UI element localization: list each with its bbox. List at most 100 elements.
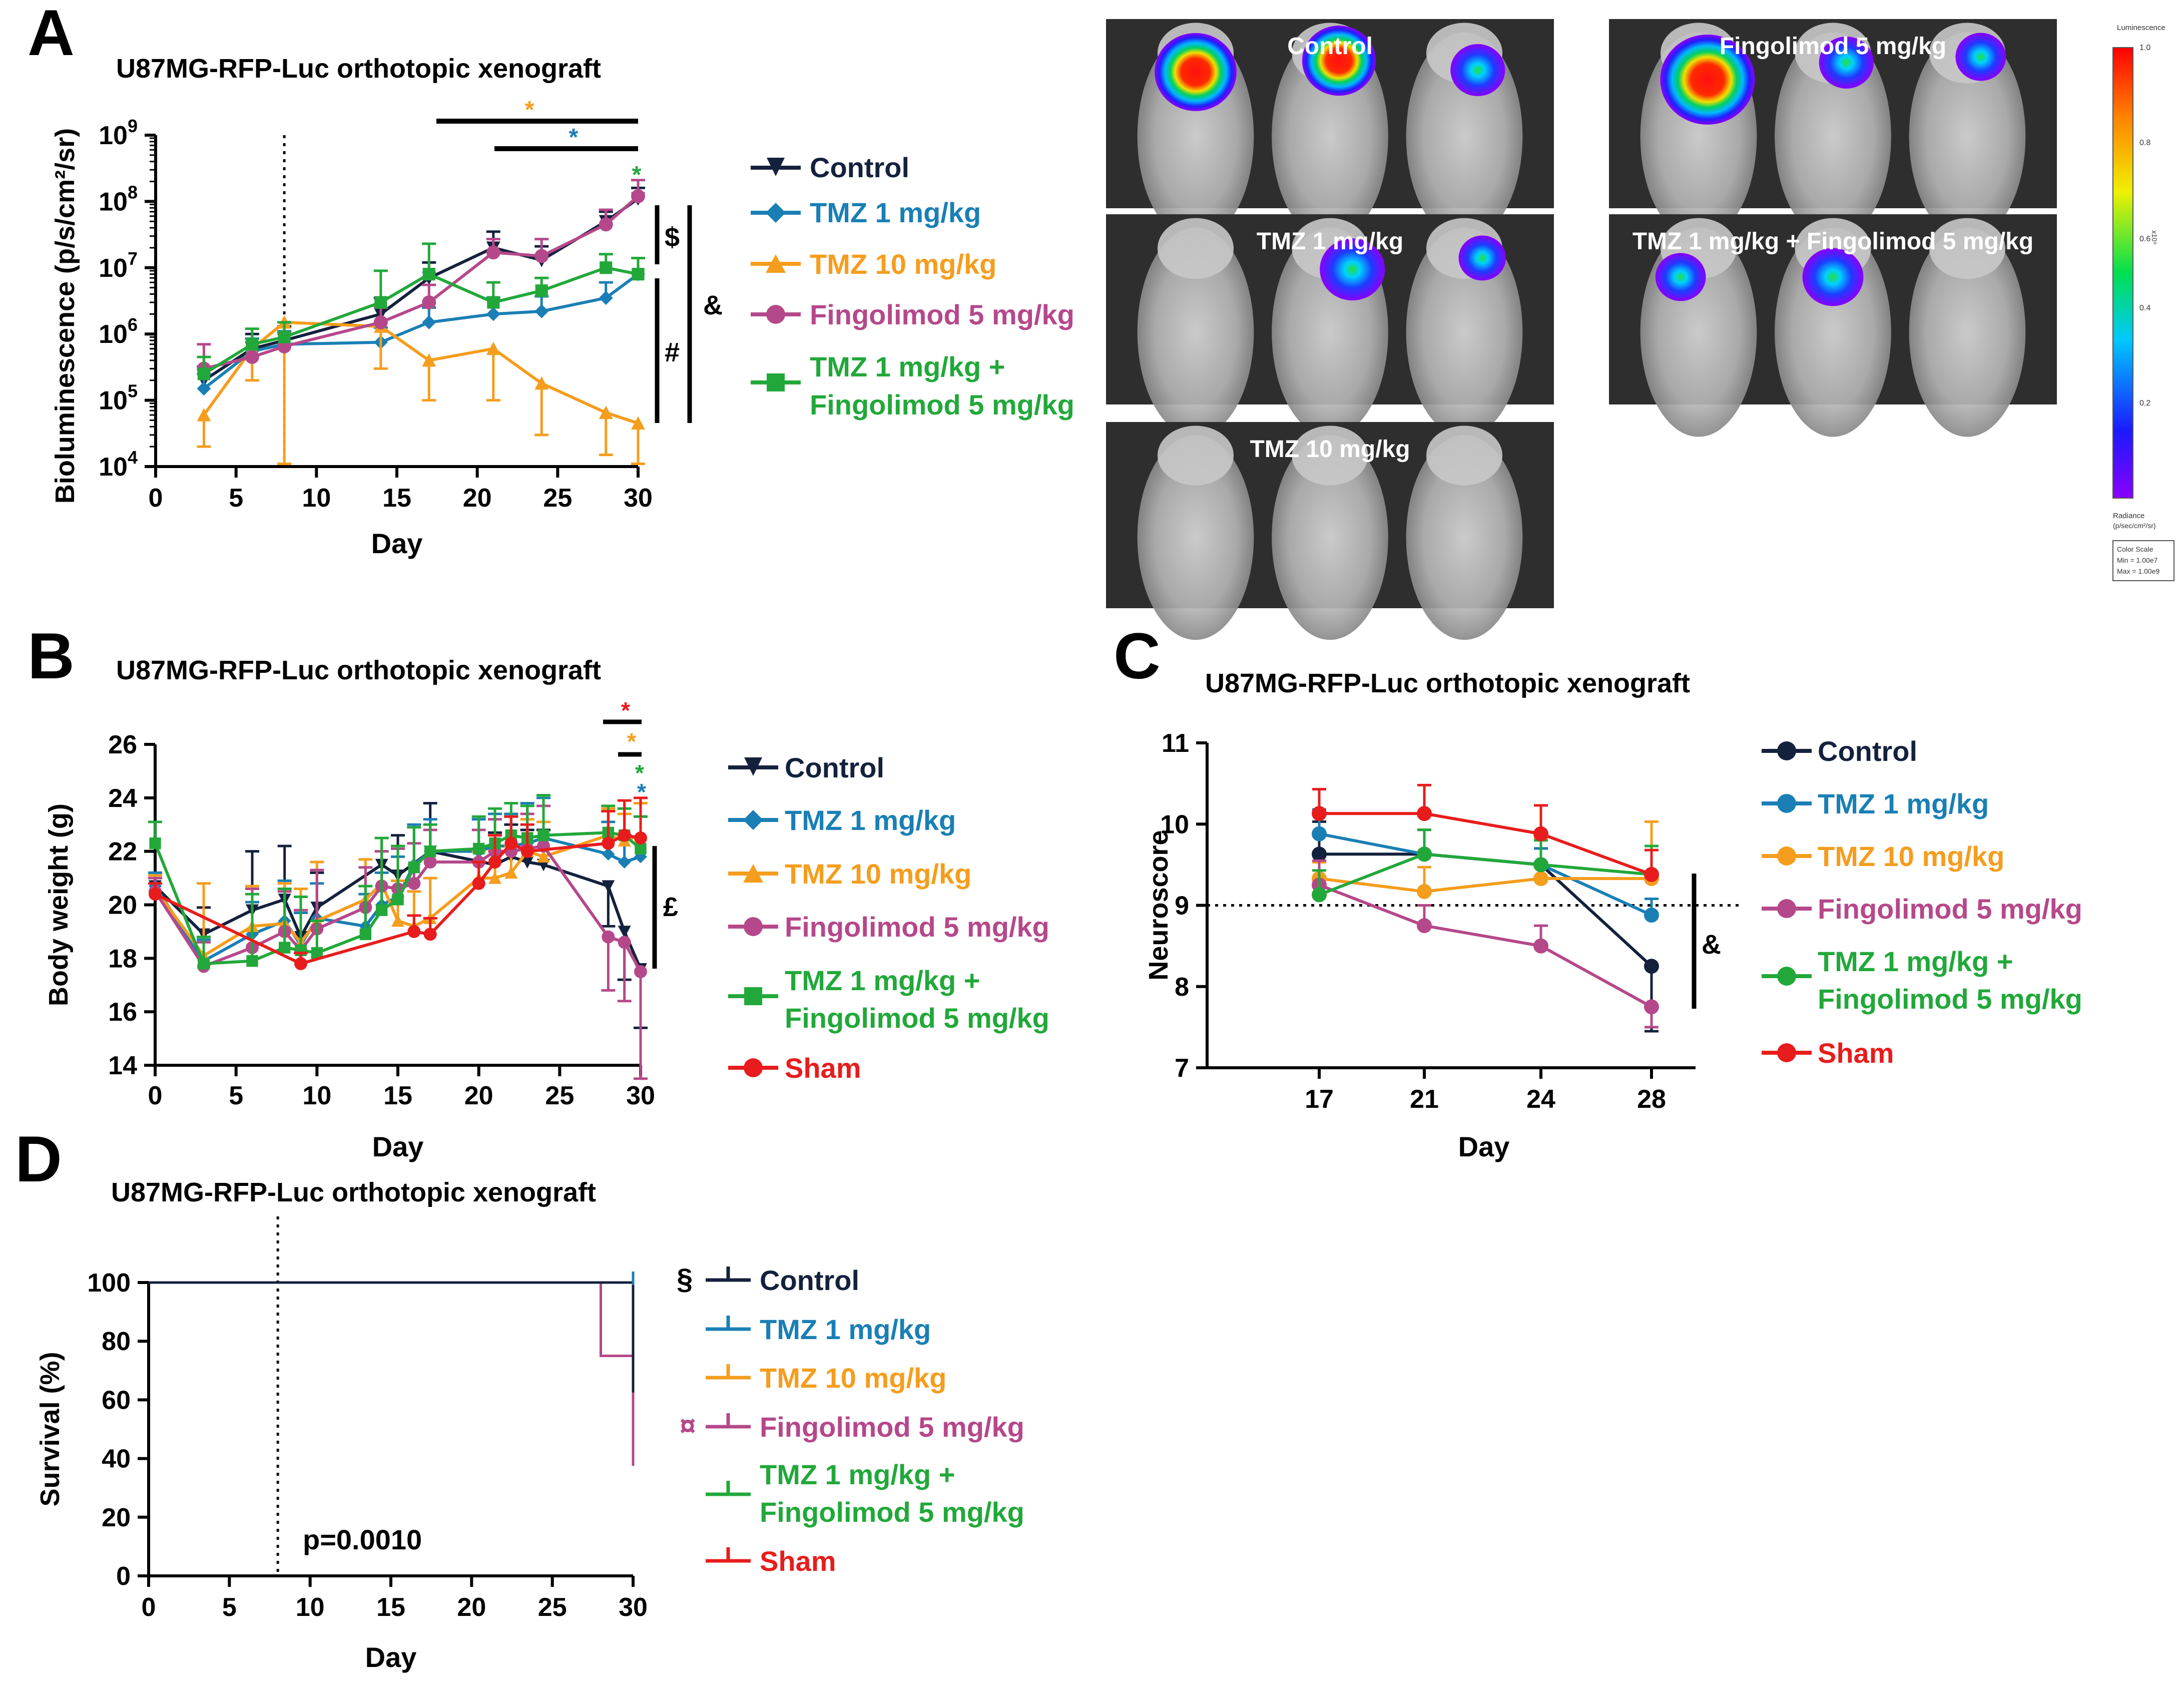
c-ytick-label-11: 11 xyxy=(1162,729,1189,758)
imaging-tile-1: Fingolimod 5 mg/kg xyxy=(1609,19,2057,241)
scale-tick-2: 0.8 xyxy=(2139,139,2150,147)
legend-d-tmz1: TMZ 1 mg/kg xyxy=(706,1314,931,1345)
legend-b-tmz1-label: TMZ 1 mg/kg xyxy=(785,804,956,836)
a-errbar-tmz10 xyxy=(534,383,549,437)
a-point-fingo xyxy=(534,249,549,263)
b-ytick-label-18: 18 xyxy=(108,944,137,973)
d-pvalue: p=0.0010 xyxy=(303,1524,422,1555)
b-ytick-label-26: 26 xyxy=(108,730,137,759)
scale-tick-4: 0.4 xyxy=(2139,304,2150,312)
b-errbar-combo xyxy=(358,885,373,935)
a-point-combo xyxy=(632,268,645,281)
a-point-tmz10 xyxy=(486,341,500,355)
radiance-label: Radiance xyxy=(2113,512,2144,520)
bioluminescence-signal xyxy=(1955,33,2006,81)
a-point-combo xyxy=(197,367,210,380)
scale-tick-5: 0.2 xyxy=(2139,399,2150,407)
legend-a-control: Control xyxy=(751,152,909,183)
c-ytick-label-8: 8 xyxy=(1175,973,1189,1002)
a-point-combo xyxy=(278,330,291,343)
a-line-tmz1 xyxy=(203,273,639,390)
legend-c-combo-label-1: TMZ 1 mg/kg + xyxy=(1818,946,2013,977)
a-point-combo xyxy=(600,261,613,274)
scale-ticks: 1.0 0.8 0.6 0.4 0.2 x10⁹ xyxy=(2139,44,2158,407)
a-ytick-label-8: 108 xyxy=(99,182,138,216)
b-point-combo xyxy=(149,837,161,850)
panel-b: B U87MG-RFP-Luc orthotopic xenograft 141… xyxy=(28,619,1049,1162)
legend-c-combo-label-2: Fingolimod 5 mg/kg xyxy=(1818,983,2082,1015)
b-errbar-combo xyxy=(277,887,292,948)
panel-b-plot: 14 16 18 20 22 24 26 0 5 10 15 20 25 30 Day Body weight… xyxy=(44,697,678,1162)
b-point-sham xyxy=(423,928,437,941)
d-xtick-label-25: 25 xyxy=(538,1593,567,1622)
bioluminescence-signal xyxy=(1660,34,1755,125)
legend-b-control-label: Control xyxy=(785,752,884,783)
c-point-tmz1 xyxy=(1312,826,1327,842)
d-xlabel: Day xyxy=(365,1641,417,1673)
a-point-tmz1 xyxy=(197,381,211,396)
c-point-sham xyxy=(1417,806,1432,821)
a-ytick-label-7: 107 xyxy=(99,248,138,283)
c-point-tmz10 xyxy=(1533,871,1548,886)
d-ytick-label-0: 0 xyxy=(116,1562,131,1591)
b-errbar-combo xyxy=(407,826,421,868)
legend-c-tmz1-label: TMZ 1 mg/kg xyxy=(1818,788,1989,819)
mouse-body xyxy=(1406,227,1523,437)
c-point-control xyxy=(1644,959,1659,974)
a-errbar-tmz10 xyxy=(631,423,645,466)
a-point-fingo xyxy=(631,189,645,203)
b-errbar-combo xyxy=(374,836,389,911)
b-point-combo xyxy=(408,862,420,874)
legend-b-tmz10-label: TMZ 10 mg/kg xyxy=(785,858,971,890)
c-series-combo xyxy=(1312,828,1659,903)
a-errbar-tmz10 xyxy=(422,360,436,402)
c-line-tmz10 xyxy=(1319,877,1652,893)
legend-b-fingo: Fingolimod 5 mg/kg xyxy=(728,911,1049,943)
b-point-fingo xyxy=(634,965,647,979)
d-xtick-label-0: 0 xyxy=(142,1593,156,1622)
b-sig-star-sham: * xyxy=(621,697,630,723)
b-point-sham xyxy=(618,828,631,842)
bioluminescence-signal xyxy=(1819,36,1874,89)
scale-tick-1: 1.0 xyxy=(2139,44,2150,52)
panel-d-legend: § Control TMZ 1 mg/kg TMZ 10 mg/kg ¤ Fin… xyxy=(677,1263,1024,1577)
b-point-sham xyxy=(520,845,534,858)
b-point-fingo xyxy=(618,936,631,949)
a-ytick-exp: 5 xyxy=(128,381,138,401)
b-ytick-label-14: 14 xyxy=(108,1051,137,1080)
legend-b-combo-label-2: Fingolimod 5 mg/kg xyxy=(785,1002,1049,1034)
a-xtick-label-15: 15 xyxy=(382,484,411,513)
a-ytick-base: 10 xyxy=(99,121,128,150)
a-ytick-exp: 8 xyxy=(128,182,138,202)
a-point-fingo xyxy=(422,295,436,310)
a-errbar-tmz10 xyxy=(373,326,388,370)
b-xtick-label-5: 5 xyxy=(229,1081,243,1110)
b-xtick-label-10: 10 xyxy=(302,1081,331,1110)
a-point-fingo xyxy=(599,217,613,232)
panel-a-legend: Control TMZ 1 mg/kg TMZ 10 mg/kg Fingoli… xyxy=(751,152,1074,420)
d-survival-fingo xyxy=(149,1281,635,1466)
c-sig-amp: & xyxy=(1702,930,1721,960)
a-sig-star-tmz1: * xyxy=(569,124,579,151)
c-ytick-label-10: 10 xyxy=(1160,810,1189,839)
legend-a-fingo-label: Fingolimod 5 mg/kg xyxy=(810,299,1074,330)
legend-b-sham: Sham xyxy=(728,1052,861,1084)
c-point-sham xyxy=(1533,826,1548,842)
b-point-tmz10 xyxy=(504,866,518,879)
legend-d-tmz10-label: TMZ 10 mg/kg xyxy=(760,1362,946,1394)
panel-d-plot: 0 20 40 60 80 100 0 5 10 15 20 25 30 Day Survival (%) p… xyxy=(35,1216,648,1673)
imaging-tile-label: TMZ 1 mg/kg + Fingolimod 5 mg/kg xyxy=(1632,228,2033,255)
mouse-body xyxy=(1272,435,1388,640)
b-point-tmz10 xyxy=(391,914,404,927)
d-ylabel: Survival (%) xyxy=(35,1352,65,1506)
d-xtick-label-15: 15 xyxy=(376,1593,405,1622)
legend-c-sham: Sham xyxy=(1762,1037,1894,1069)
c-ylabel: Neuroscore xyxy=(1144,830,1174,980)
legend-c-sham-label: Sham xyxy=(1818,1037,1894,1069)
a-xtick-label-20: 20 xyxy=(463,484,492,513)
b-point-tmz10 xyxy=(488,872,501,884)
b-sig-star-tmz1: * xyxy=(637,779,646,805)
b-point-sham xyxy=(294,957,307,971)
a-line-tmz10 xyxy=(202,320,639,425)
